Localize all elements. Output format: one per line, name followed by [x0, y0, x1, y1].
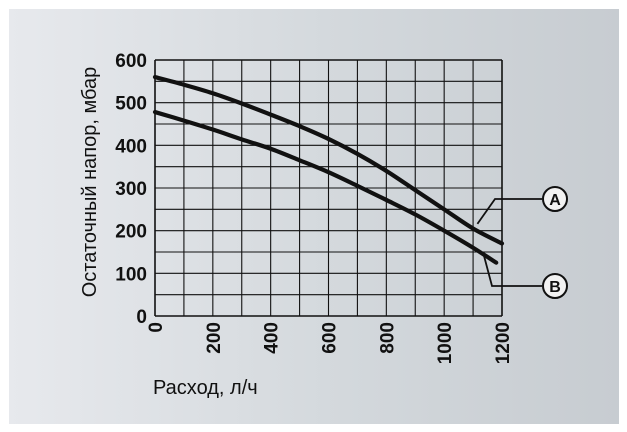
series-label-b: B — [549, 279, 561, 296]
series-line-a — [152, 74, 505, 246]
series-leader-b — [482, 252, 542, 287]
series-label-a: A — [549, 192, 561, 209]
y-tick-label: 400 — [115, 136, 147, 157]
y-tick-label: 200 — [115, 222, 147, 243]
x-tick-label: 200 — [204, 322, 225, 354]
series-labels: AB — [476, 186, 568, 299]
y-tick-label: 100 — [115, 264, 147, 285]
grid — [154, 59, 503, 317]
y-tick-label: 500 — [115, 94, 147, 115]
x-tick-label: 0 — [146, 322, 167, 333]
y-tick-label: 600 — [115, 51, 147, 72]
y-axis-label: Остаточный напор, мбар — [79, 67, 101, 298]
x-tick-label: 600 — [320, 322, 341, 354]
series-leader-a — [476, 198, 542, 225]
x-tick-label: 1000 — [435, 322, 456, 364]
x-tick-label: 800 — [377, 322, 398, 354]
x-axis-label: Расход, л/ч — [153, 377, 258, 399]
x-tick-label: 1200 — [493, 322, 514, 364]
y-tick-label: 300 — [115, 179, 147, 200]
series-line-b — [152, 109, 499, 265]
chart-panel — [9, 9, 619, 424]
y-tick-labels: 0 100 200 300 400 500 600 — [115, 51, 147, 328]
x-tick-label: 400 — [262, 322, 283, 354]
y-tick-label: 0 — [136, 307, 147, 328]
series-layer — [152, 74, 505, 265]
series-label-circle-b — [542, 273, 568, 299]
series-label-circle-a — [542, 186, 568, 212]
x-tick-labels: 0 200 400 600 800 1000 1200 — [146, 322, 514, 364]
